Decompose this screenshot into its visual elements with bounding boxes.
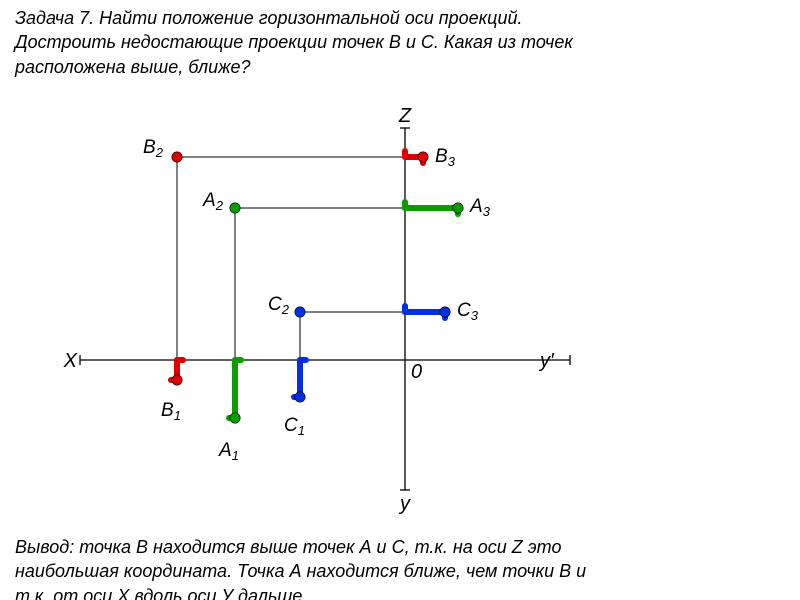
svg-text:C1: C1: [284, 415, 305, 438]
svg-text:C2: C2: [268, 294, 290, 317]
svg-text:C3: C3: [457, 300, 479, 323]
projection-diagram: B2 B3 B1 A2 A3 A1 C2 C3 C1 Xy′ Zy 0: [0, 0, 800, 600]
svg-text:0: 0: [411, 361, 422, 383]
svg-text:B1: B1: [161, 400, 181, 423]
svg-text:y′: y′: [538, 350, 555, 372]
svg-text:Z: Z: [398, 105, 412, 127]
svg-text:A1: A1: [218, 440, 239, 463]
svg-text:B2: B2: [143, 137, 164, 160]
conclusion-line2: наибольшая координата. Точка А находится…: [15, 559, 795, 583]
conclusion-text: Вывод: точка В находится выше точек А и …: [15, 535, 795, 600]
conclusion-line1: Вывод: точка В находится выше точек А и …: [15, 535, 795, 559]
conclusion-line3: т.к. от оси Х вдоль оси У дальше.: [15, 584, 795, 600]
svg-text:y: y: [398, 493, 411, 515]
svg-text:X: X: [63, 350, 78, 372]
svg-text:A3: A3: [469, 196, 491, 219]
svg-text:B3: B3: [435, 146, 456, 169]
svg-text:A2: A2: [202, 190, 224, 213]
